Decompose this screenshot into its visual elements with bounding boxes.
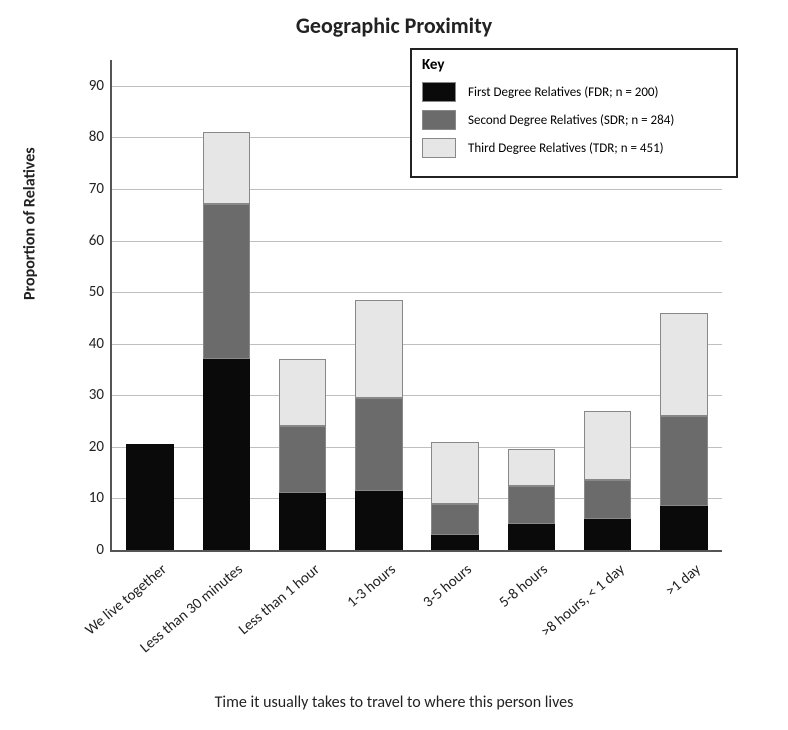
bar-segment-sdr — [584, 480, 631, 519]
x-tick-label: >1 day — [657, 555, 704, 601]
bar-segment-tdr — [431, 442, 478, 504]
x-axis-label: Time it usually takes to travel to where… — [0, 693, 788, 712]
y-tick-label: 50 — [89, 283, 104, 301]
legend-swatch-tdr — [422, 138, 456, 158]
bar-segment-sdr — [508, 486, 555, 525]
bar-segment-fdr — [584, 519, 631, 550]
legend-swatch-sdr — [422, 110, 456, 130]
legend-item-tdr: Third Degree Relatives (TDR; n = 451) — [422, 138, 726, 158]
bar-3: 1-3 hours — [355, 60, 402, 550]
bar-segment-sdr — [660, 416, 707, 506]
y-tick-label: 90 — [89, 77, 104, 95]
y-tick-label: 20 — [89, 438, 104, 456]
x-tick-label: 5-8 hours — [491, 555, 552, 612]
y-tick-label: 60 — [89, 232, 104, 250]
bar-1: Less than 30 minutes — [203, 60, 250, 550]
bar-segment-fdr — [431, 535, 478, 550]
bar-segment-fdr — [203, 359, 250, 550]
legend: Key First Degree Relatives (FDR; n = 200… — [410, 48, 738, 178]
bar-segment-tdr — [660, 313, 707, 416]
chart-container: Geographic Proximity Proportion of Relat… — [0, 0, 788, 730]
y-tick-label: 0 — [96, 541, 104, 559]
legend-label-tdr: Third Degree Relatives (TDR; n = 451) — [468, 141, 664, 156]
y-tick-label: 30 — [89, 386, 104, 404]
bar-2: Less than 1 hour — [279, 60, 326, 550]
bar-segment-tdr — [508, 449, 555, 485]
chart-title: Geographic Proximity — [0, 12, 788, 39]
legend-label-sdr: Second Degree Relatives (SDR; n = 284) — [468, 113, 674, 128]
y-tick-label: 80 — [89, 128, 104, 146]
bar-0: We live together — [126, 60, 173, 550]
x-tick-label: 3-5 hours — [415, 555, 476, 612]
bar-segment-tdr — [279, 359, 326, 426]
x-tick-label: Less than 1 hour — [230, 555, 323, 639]
bar-segment-sdr — [355, 398, 402, 491]
bar-segment-fdr — [660, 506, 707, 550]
legend-title: Key — [422, 56, 726, 74]
legend-item-fdr: First Degree Relatives (FDR; n = 200) — [422, 82, 726, 102]
bar-segment-tdr — [203, 132, 250, 204]
bar-segment-sdr — [203, 204, 250, 359]
legend-item-sdr: Second Degree Relatives (SDR; n = 284) — [422, 110, 726, 130]
bar-segment-sdr — [279, 426, 326, 493]
legend-label-fdr: First Degree Relatives (FDR; n = 200) — [468, 85, 658, 100]
x-tick-label: 1-3 hours — [339, 555, 400, 612]
bar-segment-fdr — [126, 444, 173, 550]
y-tick-label: 70 — [89, 180, 104, 198]
bar-segment-fdr — [508, 524, 555, 550]
bar-segment-tdr — [584, 411, 631, 481]
legend-swatch-fdr — [422, 82, 456, 102]
y-tick-label: 10 — [89, 489, 104, 507]
bar-segment-tdr — [355, 300, 402, 398]
y-axis-label: Proportion of Relatives — [21, 147, 40, 300]
bar-segment-sdr — [431, 504, 478, 535]
y-tick-label: 40 — [89, 335, 104, 353]
bar-segment-fdr — [355, 491, 402, 550]
bar-segment-fdr — [279, 493, 326, 550]
